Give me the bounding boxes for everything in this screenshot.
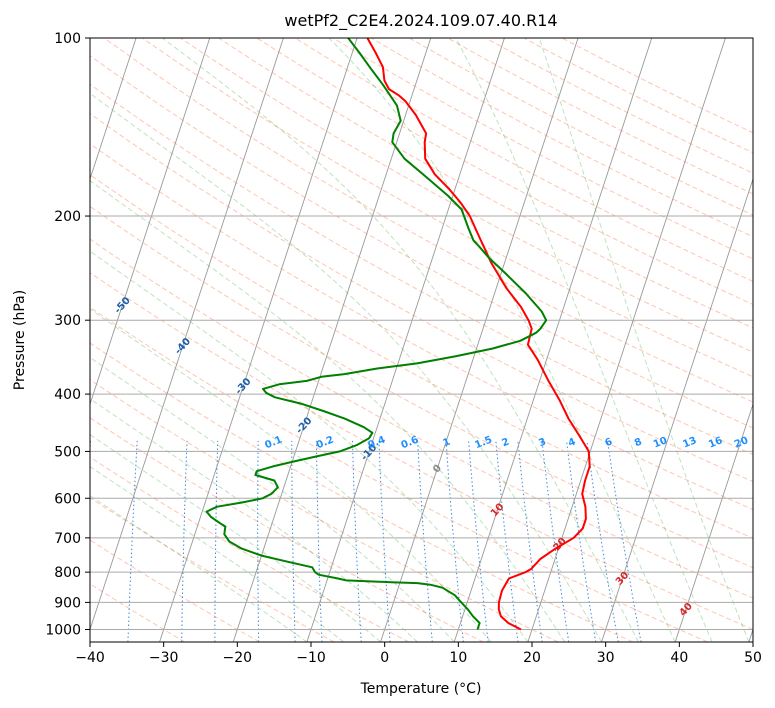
temperature-profile-line	[366, 38, 591, 631]
mixing-ratio-label: 6	[604, 436, 615, 449]
isotherm	[674, 402, 753, 642]
isotherm	[453, 38, 653, 642]
dry-adiabat	[90, 306, 708, 642]
x-tick-label: 0	[380, 650, 389, 666]
mixing-ratio-label: 3	[537, 436, 548, 449]
moist-adiabat	[90, 398, 418, 642]
mixing-ratio-lines	[90, 440, 642, 642]
dry-adiabat	[90, 205, 753, 569]
isotherm	[232, 38, 432, 642]
x-tick-label: 50	[744, 650, 762, 666]
y-tick-label: 900	[54, 595, 81, 611]
dewpoint-profile-line	[205, 38, 548, 630]
mixing-ratio-labels: 0.10.20.40.611.52346810131620253036	[263, 434, 750, 451]
isotherm	[306, 38, 505, 642]
moist-adiabat	[90, 465, 345, 642]
mixing-ratio-line	[291, 440, 296, 642]
moist-adiabat	[90, 250, 529, 642]
mixing-ratio-line	[214, 440, 219, 642]
mixing-ratio-line	[541, 440, 570, 642]
dry-adiabat	[90, 112, 753, 483]
moist-adiabat	[90, 494, 308, 642]
y-tick-label: 500	[54, 444, 81, 460]
x-tick-label: −30	[149, 650, 179, 666]
mixing-ratio-line	[586, 440, 619, 642]
y-axis-ticks: 100 200 300 400 500 600 700 800 900 1000	[45, 31, 90, 638]
y-tick-label: 400	[54, 387, 81, 403]
x-tick-label: 40	[670, 650, 688, 666]
moist-adiabat	[90, 179, 566, 642]
x-tick-label: −40	[75, 650, 105, 666]
moist-adiabat	[90, 92, 603, 642]
y-axis-label: Pressure (hPa)	[12, 290, 28, 390]
mixing-ratio-line	[566, 440, 597, 642]
mixing-ratio-label: 1	[441, 436, 452, 449]
mixing-ratio-line	[315, 440, 323, 642]
moist-adiabat	[90, 308, 492, 642]
plot-area: -100-90-80-70-60-50-40-30-20-10010203040…	[90, 38, 753, 642]
mixing-ratio-line	[445, 440, 464, 642]
isotherm	[527, 38, 726, 642]
y-tick-label: 700	[54, 531, 81, 547]
dry-adiabat	[90, 417, 484, 642]
mixing-ratio-label: 2	[500, 436, 511, 449]
isotherm	[601, 177, 753, 642]
pressure-gridlines	[90, 38, 753, 630]
dry-adiabat	[90, 143, 753, 511]
dry-adiabat	[142, 38, 753, 378]
mixing-ratio-line	[352, 440, 362, 642]
isotherm	[380, 38, 579, 642]
plot-frame	[89, 37, 754, 643]
mixing-ratio-line	[495, 440, 519, 642]
mixing-ratio-line	[181, 440, 188, 642]
dry-adiabat	[90, 272, 753, 631]
moist-adiabat	[90, 434, 381, 642]
dry-adiabat	[90, 583, 185, 642]
y-tick-label: 200	[54, 209, 81, 225]
y-tick-label: 100	[54, 31, 81, 47]
mixing-ratio-line	[607, 440, 642, 642]
dry-adiabat	[90, 238, 753, 599]
y-tick-label: 1000	[45, 622, 81, 638]
profiles	[205, 38, 591, 631]
mixing-ratio-line	[517, 440, 543, 642]
x-tick-label: 30	[597, 650, 615, 666]
x-tick-label: −10	[296, 650, 326, 666]
dry-adiabat	[218, 38, 753, 329]
y-tick-label: 300	[54, 313, 81, 329]
isotherms	[90, 38, 753, 642]
x-tick-label: 10	[449, 650, 467, 666]
mixing-ratio-line	[257, 440, 260, 642]
isotherm	[90, 38, 137, 181]
dry-adiabat	[90, 342, 634, 642]
mixing-ratio-line	[127, 440, 138, 642]
dry-adiabat	[256, 38, 753, 306]
mixing-ratio-label: 16	[707, 435, 724, 450]
moist-adiabat	[328, 38, 676, 642]
moist-adiabat	[455, 38, 713, 642]
mixing-ratio-label: 13	[681, 435, 698, 450]
dry-adiabat	[180, 38, 753, 353]
isotherm	[90, 38, 211, 406]
x-axis-label: Temperature (°C)	[360, 681, 482, 697]
mixing-ratio-line	[417, 440, 433, 642]
mixing-ratio-label: 4	[567, 436, 578, 449]
x-axis-ticks: −40 −30 −20 −10 0 10 20 30 40 50	[75, 642, 762, 666]
isotherm	[90, 38, 284, 631]
x-tick-label: −20	[223, 650, 253, 666]
moist-adiabat	[162, 38, 639, 642]
dry-adiabat	[90, 174, 753, 539]
mixing-ratio-line	[468, 440, 489, 642]
mixing-ratio-label: 10	[652, 435, 669, 450]
dry-adiabat	[90, 539, 260, 642]
isotherm	[159, 38, 358, 642]
y-tick-label: 600	[54, 491, 81, 507]
y-tick-label: 800	[54, 565, 81, 581]
x-tick-label: 20	[523, 650, 541, 666]
mixing-ratio-label: 20	[733, 435, 750, 450]
mixing-ratio-label: 8	[633, 436, 644, 449]
chart-title: wetPf2_C2E4.2024.109.07.40.R14	[284, 11, 557, 31]
